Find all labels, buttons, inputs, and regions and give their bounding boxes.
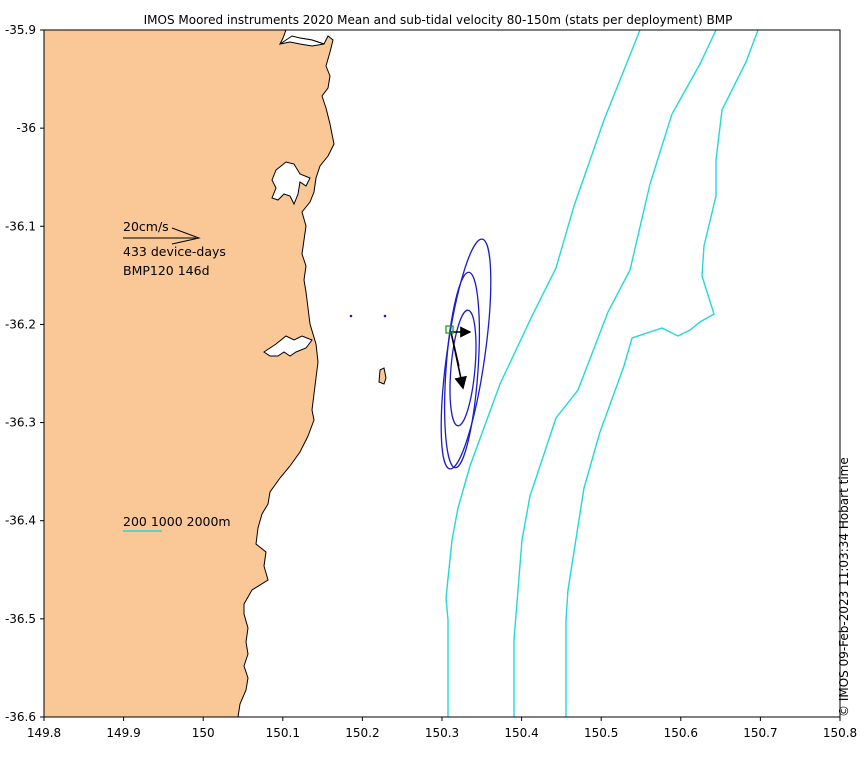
x-tick-label: 150.3 [425,726,459,740]
y-tick-label: -36.6 [5,710,36,724]
x-tick-label: 150.6 [664,726,698,740]
credit-text: © IMOS 09-Feb-2023 11:03:34 Hobart time [837,457,851,717]
map-title: IMOS Moored instruments 2020 Mean and su… [144,13,733,27]
variance-ellipse-middle [443,271,481,469]
variance-ellipse-inner [449,309,477,427]
isobath-2000m [565,30,759,717]
isobath-1000m [513,30,717,717]
inlet-central [271,161,311,206]
y-tick-label: -36 [16,121,36,135]
site-point-2 [383,314,387,318]
y-tick-label: -36.4 [5,514,36,528]
x-tick-label: 149.9 [106,726,140,740]
device-days-label: 433 device-days [123,244,226,259]
isobath-legend-label: 200 1000 2000m [123,514,231,529]
mooring-marker-bmp120 [445,325,454,334]
x-tick-label: 150.4 [504,726,538,740]
mooring-label: BMP120 146d [123,263,210,278]
x-tick-label: 150.2 [345,726,379,740]
y-tick-label: -36.5 [5,612,36,626]
scale-arrow-head [171,227,201,245]
x-tick-label: 150.8 [823,726,857,740]
y-axis: -35.9 -36 -36.1 -36.2 -36.3 -36.4 -36.5 -36.6 [5,23,44,724]
x-tick-label: 150 [192,726,215,740]
x-axis: 149.8 149.9 150 150.1 150.2 150.3 150.4 150.5 15… [27,717,857,740]
scale-label: 20cm/s [123,219,169,234]
isobath-200m [445,30,641,717]
island [378,367,387,385]
x-tick-label: 150.5 [584,726,618,740]
site-point-1 [349,314,353,318]
velocity-arrow-south-2 [450,331,460,367]
x-tick-label: 149.8 [27,726,61,740]
x-tick-label: 150.7 [743,726,777,740]
x-tick-label: 150.1 [266,726,300,740]
inlet-north [279,35,325,47]
y-tick-label: -36.3 [5,416,36,430]
y-tick-label: -36.1 [5,219,36,233]
land-mass [44,30,335,717]
inlet-south [263,335,313,357]
variance-ellipse-outer [440,238,492,470]
y-tick-label: -35.9 [5,23,36,37]
y-tick-label: -36.2 [5,317,36,331]
